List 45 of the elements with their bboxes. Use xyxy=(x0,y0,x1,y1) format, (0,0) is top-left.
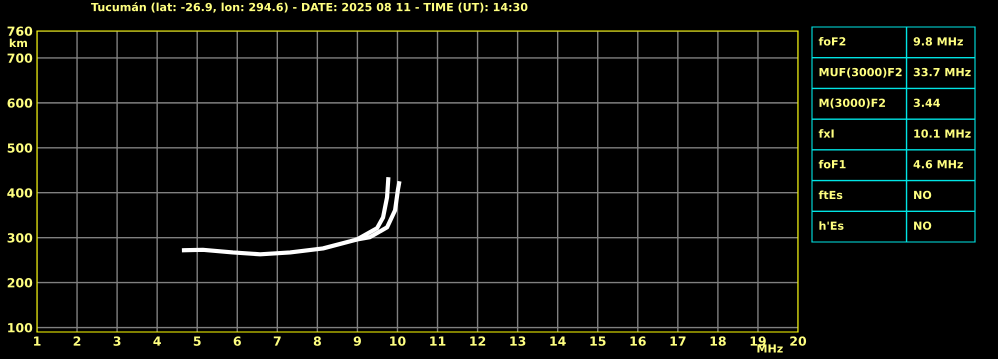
x-tick-label: 19 xyxy=(750,336,766,346)
x-tick-label: 11 xyxy=(430,336,446,346)
text: h'Es xyxy=(819,221,844,230)
x-tick-label: 16 xyxy=(630,336,646,346)
text: ftEs xyxy=(818,190,842,200)
x-tick-label: 15 xyxy=(590,336,606,346)
text: 10.1 MHz xyxy=(914,129,971,138)
x-tick-label: 4 xyxy=(153,336,161,346)
x-tick-label: 8 xyxy=(314,336,321,346)
y-tick-label: 600 xyxy=(8,98,32,108)
x-tick-label: 3 xyxy=(114,336,120,346)
text: 4.6 MHz xyxy=(914,160,963,168)
x-axis-title: MHz xyxy=(757,344,783,353)
x-tick-label: 6 xyxy=(234,336,241,346)
x-tick-label: 20 xyxy=(790,336,806,346)
x-tick-label: 2 xyxy=(74,336,80,346)
x-tick-label: 13 xyxy=(510,336,526,346)
y-tick-label: 300 xyxy=(8,233,32,243)
y-tick-label: 400 xyxy=(7,188,32,198)
x-tick-label: 10 xyxy=(390,336,406,346)
x-tick-label: 7 xyxy=(274,336,281,346)
x-tick-label: 14 xyxy=(550,336,566,346)
text: 3.44 xyxy=(914,98,940,108)
y-tick-label: 760 xyxy=(8,26,32,36)
text: M(3000)F2 xyxy=(820,98,886,108)
text: foF2 xyxy=(818,36,846,46)
y-tick-label: 500 xyxy=(8,143,32,153)
text: 33.7 MHz xyxy=(914,68,971,76)
text: 9.8 MHz xyxy=(914,37,963,46)
text: MUF(3000)F2 xyxy=(820,68,902,78)
y-tick-label: 700 xyxy=(8,53,32,63)
x-tick-label: 17 xyxy=(670,336,686,346)
x-tick-label: 9 xyxy=(354,336,361,346)
x-tick-label: 12 xyxy=(470,336,486,346)
text: NO xyxy=(914,190,932,200)
x-tick-label: 1 xyxy=(34,336,40,346)
chart-title: Tucumán (lat: -26.9, lon: 294.6) - DATE: 2025 08 11 - TIME (UT): 14:30 xyxy=(91,2,528,13)
x-tick-label: 18 xyxy=(710,336,726,346)
y-axis-title: km xyxy=(10,38,27,48)
text: fxI xyxy=(818,129,834,138)
y-tick-label: 200 xyxy=(8,278,32,288)
x-tick-label: 5 xyxy=(194,336,201,346)
text: NO xyxy=(914,221,932,230)
text: foF1 xyxy=(818,160,846,168)
y-tick-label: 100 xyxy=(8,322,32,332)
